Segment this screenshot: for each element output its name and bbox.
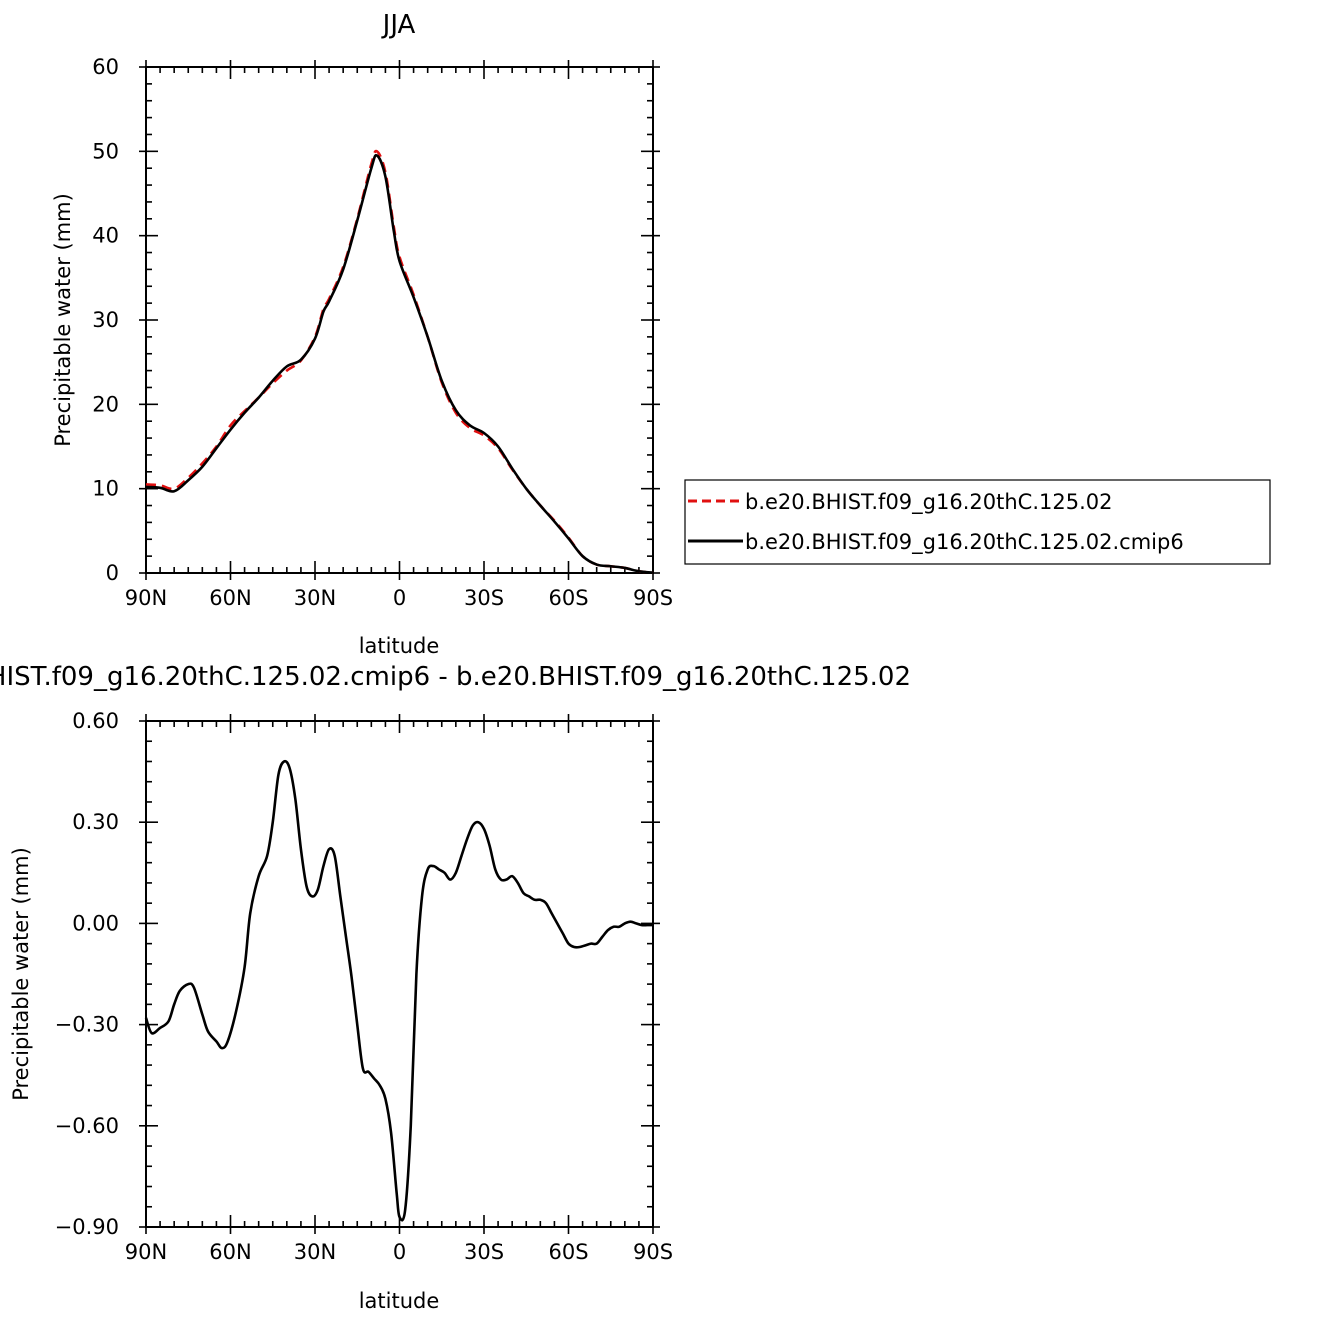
bottom-x-tick-label: 60N — [209, 1240, 251, 1264]
top-y-tick-label: 10 — [92, 477, 119, 501]
bottom-plot-frame — [145, 720, 654, 1228]
legend-entry-series-1: b.e20.BHIST.f09_g16.20thC.125.02 — [745, 490, 1112, 515]
bottom-chart-title: b.e20.BHIST.f09_g16.20thC.125.02.cmip6 -… — [0, 662, 911, 692]
bottom-y-tick-label: −0.60 — [55, 1114, 119, 1138]
bottom-series-lines — [144, 759, 653, 1222]
bottom-x-tick-label: 0 — [393, 1240, 406, 1264]
top-series-line-1 — [145, 149, 654, 574]
top-x-tick-label: 60N — [209, 586, 251, 610]
bottom-x-tick-label: 90S — [633, 1240, 673, 1264]
top-x-tick-label: 90S — [633, 586, 673, 610]
bottom-y-axis-label: Precipitable water (mm) — [9, 847, 33, 1101]
top-series-line-2 — [145, 153, 654, 574]
top-plot-frame — [145, 66, 654, 574]
bottom-x-tick-label: 30S — [464, 1240, 504, 1264]
top-y-tick-label: 60 — [92, 55, 119, 79]
top-y-tick-label: 30 — [92, 308, 119, 332]
bottom-series-line-1 — [144, 759, 653, 1222]
bottom-y-tick-label: 0.00 — [72, 911, 119, 935]
bottom-y-tick-label: −0.90 — [55, 1215, 119, 1239]
top-x-tick-label: 90N — [125, 586, 167, 610]
top-x-tick-label: 0 — [393, 586, 406, 610]
bottom-x-tick-label: 30N — [294, 1240, 336, 1264]
bottom-x-tick-label: 90N — [125, 1240, 167, 1264]
top-y-tick-label: 0 — [106, 561, 119, 585]
bottom-axes: 90N 60N 30N 0 30S 60S 90S −0.90 −0.60 −0.30 0.00 0.… — [55, 709, 673, 1264]
top-y-tick-label: 40 — [92, 224, 119, 248]
top-axes: 90N 60N 30N 0 30S 60S 90S 0 10 20 30 40 50 60 — [92, 55, 673, 610]
legend-entry-series-2: b.e20.BHIST.f09_g16.20thC.125.02.cmip6 — [745, 530, 1184, 555]
top-x-tick-label: 30S — [464, 586, 504, 610]
top-y-tick-label: 50 — [92, 139, 119, 163]
bottom-y-tick-label: −0.30 — [55, 1013, 119, 1037]
top-x-tick-label: 30N — [294, 586, 336, 610]
top-y-axis-label: Precipitable water (mm) — [51, 193, 75, 447]
top-chart: JJA 90N 60N 30N 0 30S 60S 90S 0 10 20 30 40 50 60 lat… — [51, 10, 673, 658]
legend: b.e20.BHIST.f09_g16.20thC.125.02 b.e20.B… — [684, 479, 1271, 565]
top-y-tick-label: 20 — [92, 392, 119, 416]
top-series-lines — [145, 149, 654, 574]
top-chart-title: JJA — [381, 10, 416, 40]
bottom-x-tick-label: 60S — [548, 1240, 588, 1264]
top-x-tick-label: 60S — [548, 586, 588, 610]
bottom-x-axis-label: latitude — [359, 1289, 440, 1313]
bottom-y-tick-label: 0.60 — [72, 709, 119, 733]
bottom-chart: b.e20.BHIST.f09_g16.20thC.125.02.cmip6 -… — [0, 662, 911, 1313]
legend-box — [684, 479, 1271, 565]
top-x-axis-label: latitude — [359, 634, 440, 658]
bottom-y-tick-label: 0.30 — [72, 810, 119, 834]
